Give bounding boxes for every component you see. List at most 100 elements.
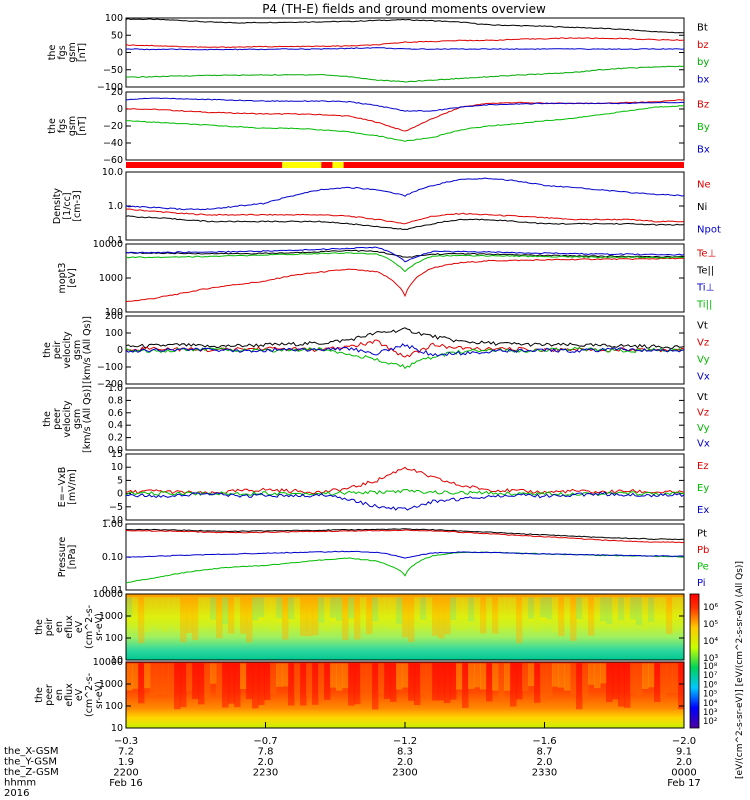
spectrogram-column [216,597,223,639]
legend-entry: bx [697,74,709,85]
y-axis-label: the [47,45,58,61]
spectrogram-column [306,663,313,697]
spectrogram-column [606,663,613,703]
spectrogram-column [222,597,229,625]
y-axis-label: velocity [62,400,73,438]
legend-entry: Vy [697,355,710,366]
y-axis-label: mopt3 [57,263,68,294]
legend-entry: Pi [697,578,706,589]
spectrogram-column [534,597,541,632]
y-tick-label: 1000 [99,273,123,284]
spectrogram-column [312,597,319,636]
x-tick-label: 9.1 [676,747,692,758]
panel-p4: 10000 1000 100 mopt3 [eV] Te⊥ Te|| Ti⊥ Ti|| [57,239,716,318]
y-tick-label: 10000 [93,657,123,668]
colorbar-tick: 10² [703,717,717,727]
y-axis-label: sr-eV) [94,681,105,709]
legend-entry: Pt [697,528,707,539]
series-line-Bx [125,97,685,112]
spectrogram-column [492,663,499,691]
spectrogram-column [432,597,439,636]
spectrogram-column [540,597,547,618]
panel-p10: 10000 1000 100 10 the peer en eflux eV (cm^2-s-sr… [34,657,685,734]
y-tick-label: 0.0 [108,445,123,456]
legend-entry: Npot [697,225,721,236]
spectrogram-column [390,663,397,702]
spectrogram-column [570,663,577,695]
spectrogram-column [558,663,565,688]
y-axis-label: the [34,687,45,703]
spectrogram-column [228,663,235,704]
spectrogram-column [150,663,157,696]
y-axis-label: en [54,689,65,701]
spectrogram-column [378,597,385,626]
spectrogram-column [126,597,133,618]
x-tick-label: 7.8 [258,747,274,758]
x-tick-label: 2230 [253,768,278,779]
y-axis-label: gsm [72,409,83,429]
legend-entry: Ey [697,483,709,494]
spectrogram-column [168,663,175,696]
colorbar-tick: 10⁷ [703,671,718,681]
spectrogram-column [594,597,601,629]
colorbar [689,593,700,729]
spectrogram-column [630,597,637,620]
spectrogram-column [318,597,325,623]
legend-entry: Bx [697,145,710,156]
legend-entry: Vz [697,407,709,418]
spectrogram-column [288,597,295,620]
spectrogram-column [324,597,331,632]
spectrogram-column [180,597,187,643]
spectrogram-column [594,663,601,689]
x-tick-label: 2.0 [537,757,553,768]
y-axis-label: [nPa] [67,545,78,570]
y-axis-label: the [47,118,58,134]
spectrogram-column [636,663,643,696]
spectrogram-column [426,663,433,699]
panel-p2: 20 0 −20 −40 −60 the fgs gsm [nT] Bz By Bx [47,87,710,166]
y-tick-label: 0.2 [108,433,123,444]
spectrogram-column [612,597,619,631]
legend-entry: bz [697,40,709,51]
spectrogram-column [618,663,625,707]
spectrogram-column [360,663,367,699]
spectrogram-column [276,663,283,687]
panel-frame [125,523,685,591]
spectrogram-column [582,663,589,698]
y-axis-label: peir [44,618,55,637]
series-line-bz [125,37,685,49]
spectrogram-column [132,663,139,689]
y-tick-label: −40 [103,138,123,149]
spectrogram-column [348,663,355,706]
series-line-Ey [125,488,685,497]
spectrogram-column [522,597,529,629]
spectrogram-column [528,597,535,619]
y-axis-label: fgs [57,119,68,133]
legend-entry: Ti⊥ [696,283,714,294]
spectrogram-column [330,597,337,618]
spectrogram-column [210,597,217,620]
series-line-Ne [125,208,685,225]
spectrogram-column [282,663,289,687]
spectrogram-column [444,663,451,704]
spectrogram-column [192,663,199,700]
series-line-Bt [125,18,684,34]
x-tick-label: 2.0 [397,757,413,768]
x-tick-label: −1.6 [532,736,556,747]
spectrogram-column [660,663,667,699]
spectrogram-column [264,663,271,701]
spectrogram-column [378,663,385,694]
series-line-Ez [125,466,685,495]
y-axis-label: (cm^2-s- [84,673,95,717]
spectrogram-column [456,663,463,690]
y-tick-label: 100 [105,701,123,712]
y-tick-label: 0.01 [102,585,123,596]
legend-entry: Ez [697,461,709,472]
spectrogram-column [204,597,211,628]
x-tick-label: −0.7 [253,736,277,747]
spectrogram-column [198,597,205,627]
series-line-Vt [125,327,685,349]
spectrogram-column [516,663,523,700]
spectrogram-column [480,597,487,634]
panel-p6: 1.00.8 0.60.4 0.20.0 the peer velocity gsm [km/… [42,383,710,456]
